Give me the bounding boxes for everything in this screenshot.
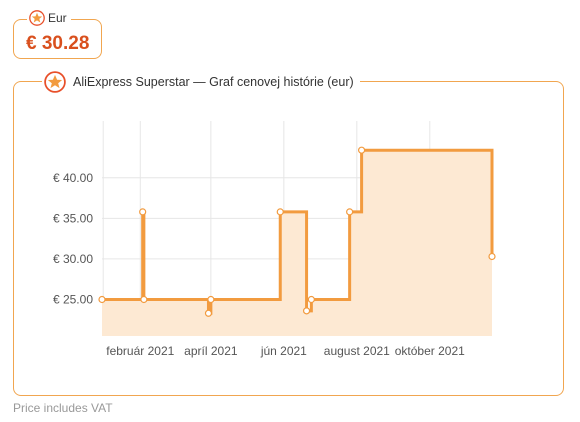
x-tick-label: október 2021 xyxy=(395,344,465,358)
chart-title: AliExpress Superstar — Graf cenovej hist… xyxy=(73,75,354,89)
currency-legend: Eur xyxy=(27,10,71,26)
x-tick-label: február 2021 xyxy=(106,344,174,358)
price-point xyxy=(276,208,284,216)
price-point xyxy=(346,208,354,216)
price-point xyxy=(207,295,215,304)
y-tick-label: € 35.00 xyxy=(53,211,93,225)
current-price: € 30.28 xyxy=(26,33,90,54)
y-tick-label: € 25.00 xyxy=(53,292,93,306)
x-tick-label: apríl 2021 xyxy=(184,344,238,358)
price-point xyxy=(98,295,106,304)
price-point xyxy=(307,295,315,304)
price-point xyxy=(140,295,148,304)
y-tick-label: € 30.00 xyxy=(53,252,93,266)
price-area xyxy=(102,150,492,336)
price-point xyxy=(488,252,496,261)
price-point xyxy=(204,309,213,317)
price-point xyxy=(139,208,147,216)
price-point xyxy=(358,146,366,154)
vat-note: Price includes VAT xyxy=(13,401,113,415)
x-tick-label: august 2021 xyxy=(324,344,390,358)
star-badge-icon xyxy=(44,71,66,93)
star-badge-icon xyxy=(29,10,45,26)
chart-legend: AliExpress Superstar — Graf cenovej hist… xyxy=(42,71,360,93)
currency-label: Eur xyxy=(48,11,67,25)
x-tick-label: jún 2021 xyxy=(260,344,307,358)
price-point xyxy=(302,307,311,315)
y-tick-label: € 40.00 xyxy=(53,171,93,185)
